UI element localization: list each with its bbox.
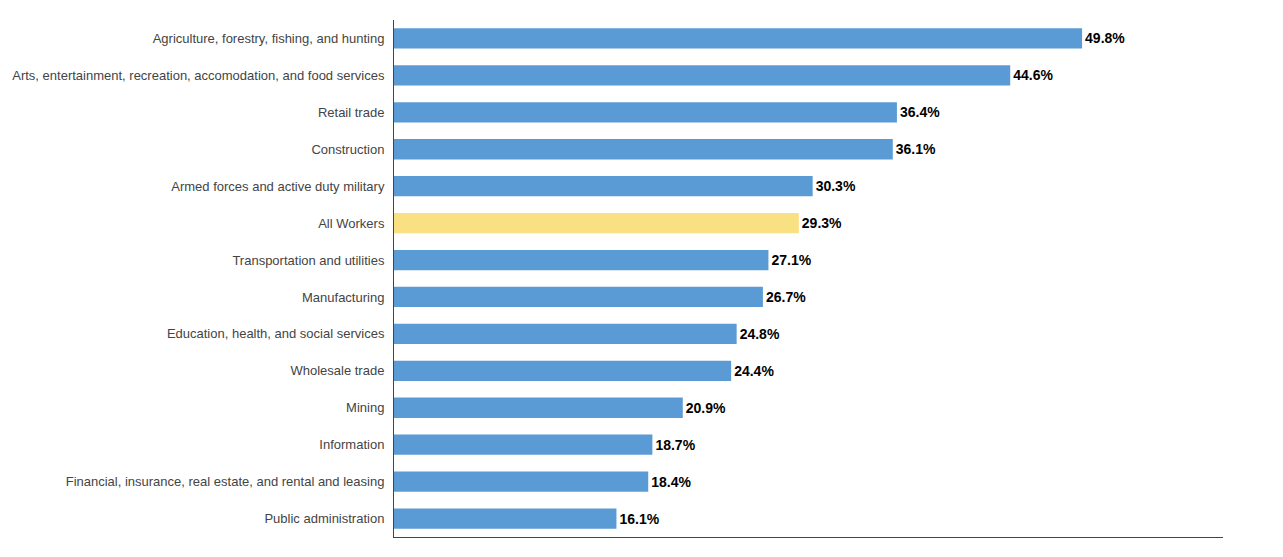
svg-text:Transportation and utilities: Transportation and utilities — [232, 253, 384, 268]
svg-text:Wholesale trade: Wholesale trade — [290, 363, 384, 378]
svg-text:27.1%: 27.1% — [771, 252, 811, 268]
svg-text:30.3%: 30.3% — [816, 178, 856, 194]
svg-text:Information: Information — [319, 437, 384, 452]
svg-text:18.7%: 18.7% — [655, 437, 695, 453]
svg-text:Manufacturing: Manufacturing — [302, 290, 384, 305]
svg-text:18.4%: 18.4% — [651, 474, 691, 490]
svg-text:29.3%: 29.3% — [802, 215, 842, 231]
svg-text:All Workers: All Workers — [318, 216, 385, 231]
svg-text:20.9%: 20.9% — [686, 400, 726, 416]
svg-text:49.8%: 49.8% — [1085, 30, 1125, 46]
svg-text:Public administration: Public administration — [264, 511, 384, 526]
svg-text:Mining: Mining — [346, 400, 384, 415]
svg-text:26.7%: 26.7% — [766, 289, 806, 305]
svg-text:24.4%: 24.4% — [734, 363, 774, 379]
svg-text:Construction: Construction — [311, 142, 384, 157]
svg-text:16.1%: 16.1% — [619, 511, 659, 527]
svg-text:Retail trade: Retail trade — [318, 105, 384, 120]
svg-text:24.8%: 24.8% — [740, 326, 780, 342]
svg-text:44.6%: 44.6% — [1013, 67, 1053, 83]
svg-text:Arts, entertainment, recreatio: Arts, entertainment, recreation, accomod… — [12, 68, 385, 83]
svg-text:36.1%: 36.1% — [896, 141, 936, 157]
svg-text:36.4%: 36.4% — [900, 104, 940, 120]
svg-text:Agriculture, forestry, fishing: Agriculture, forestry, fishing, and hunt… — [153, 31, 385, 46]
svg-text:Armed forces and active duty m: Armed forces and active duty military — [171, 179, 385, 194]
svg-text:Financial, insurance, real est: Financial, insurance, real estate, and r… — [66, 474, 385, 489]
svg-text:Education, health, and social: Education, health, and social services — [167, 326, 385, 341]
